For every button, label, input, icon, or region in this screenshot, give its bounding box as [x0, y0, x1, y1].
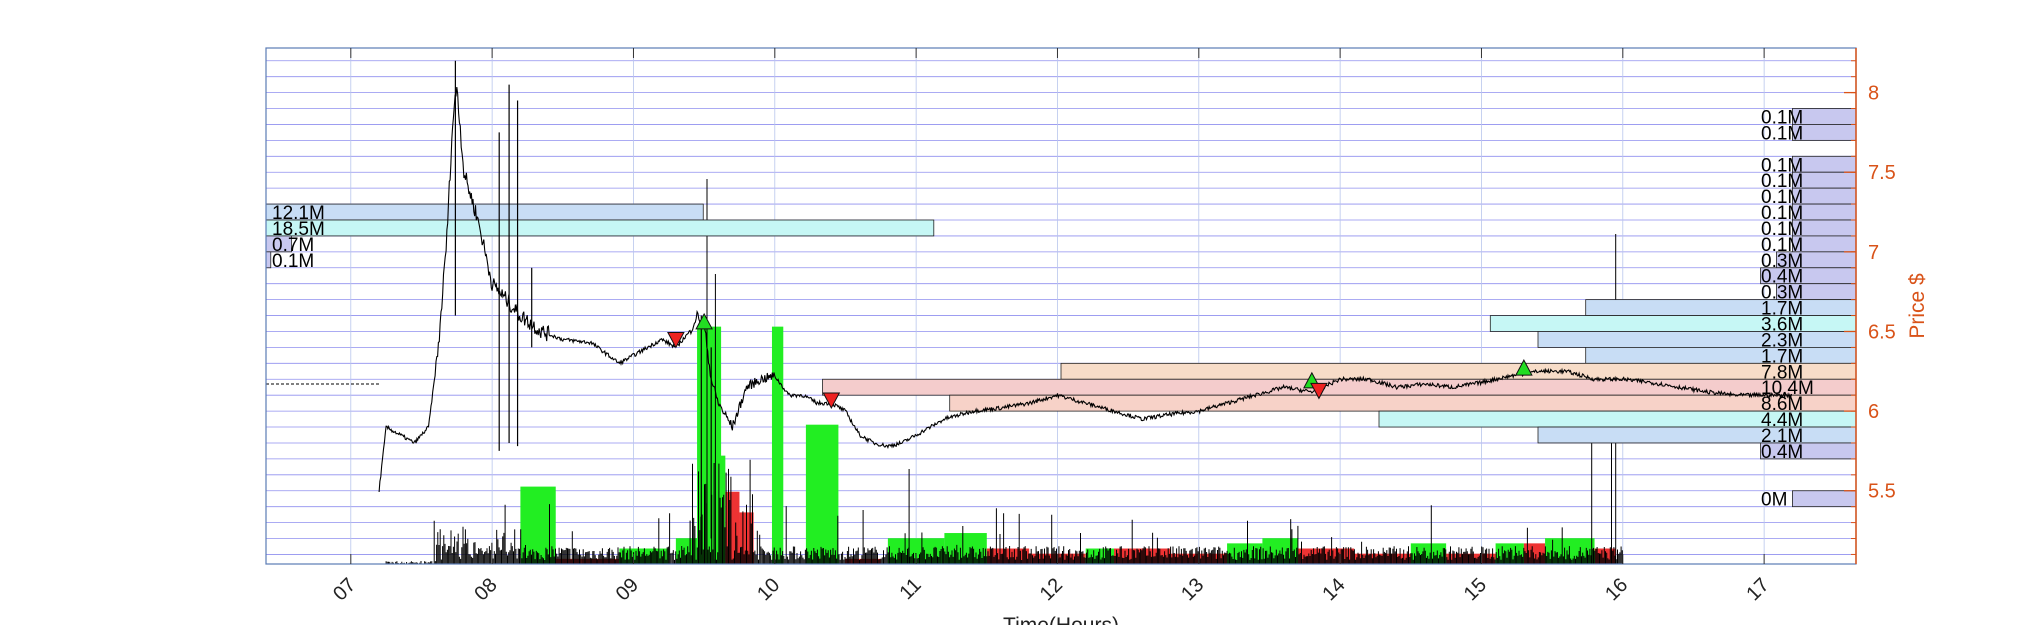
y-tick-label: 7	[1868, 242, 1879, 264]
x-tick-label: 08	[470, 574, 501, 605]
right-profile-label: 1.7M	[1761, 299, 1803, 320]
right-profile-label: 0.1M	[1761, 203, 1803, 224]
right-profile-bar	[1585, 347, 1857, 364]
volume-bar-green	[805, 424, 839, 564]
volume-bar-green	[771, 326, 784, 564]
buy-marker	[695, 312, 713, 330]
sell-marker	[1310, 382, 1328, 400]
right-profile-label: 2.3M	[1761, 330, 1803, 351]
left-profile-label: 18.5M	[272, 219, 325, 240]
sell-marker	[822, 392, 841, 410]
volume-spike-lines	[385, 179, 1623, 564]
x-tick-label: 16	[1601, 574, 1632, 605]
left-profile-bar	[265, 203, 704, 221]
right-profile-label: 0.1M	[1761, 155, 1803, 176]
y-axis-label: Price $	[1906, 273, 1929, 339]
right-profile-label: 0.1M	[1761, 123, 1803, 144]
x-tick-label: 17	[1742, 574, 1773, 605]
right-profile-label: 1.7M	[1761, 346, 1803, 367]
y-tick-label: 8	[1868, 83, 1879, 105]
volume-bar-green	[711, 455, 726, 564]
volume-bar-red	[1354, 553, 1411, 564]
volume-spikes	[385, 179, 1623, 564]
left-profile-label: 0.7M	[272, 235, 314, 256]
left-profile-bar	[265, 251, 272, 269]
right-profile-label: 4.4M	[1761, 410, 1803, 431]
right-profile-label: 10.4M	[1761, 378, 1814, 399]
left-profile-label: 12.1M	[272, 203, 325, 224]
right-volume-profile: 0.1M0.1M0.1M0.1M0.1M0.1M0.1M0.1M0.3M0.4M…	[822, 107, 1857, 511]
right-profile-label: 0.4M	[1761, 442, 1803, 463]
x-tick-label: 15	[1460, 574, 1491, 605]
right-profile-bar	[1060, 362, 1857, 380]
right-profile-label: 0.3M	[1761, 283, 1803, 304]
x-tick-label: 09	[612, 574, 643, 605]
right-profile-label: 0.1M	[1761, 219, 1803, 240]
right-profile-bar	[822, 378, 1857, 396]
right-profile-bar	[1537, 331, 1857, 348]
y-tick-label: 6	[1868, 401, 1879, 423]
y-tick-label: 5.5	[1868, 481, 1896, 503]
x-tick-label: 13	[1177, 574, 1208, 605]
y-axis-ticks: 5.5 6 6.5 7 7.5 8	[1844, 60, 1896, 555]
right-profile-label: 0.1M	[1761, 171, 1803, 192]
right-profile-bar	[1792, 490, 1857, 508]
right-profile-label: 0.1M	[1761, 187, 1803, 208]
left-profile-label: 0.1M	[272, 251, 314, 272]
x-tick-label: 11	[895, 574, 925, 604]
sell-marker	[667, 331, 685, 349]
right-profile-label: 8.6M	[1761, 394, 1803, 415]
right-profile-label: 2.1M	[1761, 426, 1803, 447]
left-profile-bar	[265, 219, 935, 237]
x-tick-label: 14	[1318, 574, 1349, 605]
x-tick-label: 10	[753, 574, 784, 605]
x-tick-label: 07	[329, 574, 360, 605]
x-axis-label: Time(Hours)	[1003, 614, 1119, 625]
right-profile-label: 0.4M	[1761, 267, 1803, 288]
buy-marker	[1515, 359, 1533, 376]
trade-markers	[667, 312, 1533, 410]
right-profile-label: 0.1M	[1761, 235, 1803, 256]
right-profile-label: 0M	[1761, 490, 1787, 511]
right-profile-label: 3.6M	[1761, 315, 1803, 336]
y-tick-label: 7.5	[1868, 162, 1896, 184]
price-series	[378, 60, 1793, 555]
y-tick-label: 6.5	[1868, 321, 1896, 343]
right-profile-label: 0.3M	[1761, 251, 1803, 272]
price-line	[378, 87, 1793, 493]
right-profile-label: 0.1M	[1761, 107, 1803, 128]
right-profile-label: 7.8M	[1761, 362, 1803, 383]
right-profile-bar	[1585, 299, 1857, 316]
right-profile-bar	[1537, 426, 1857, 444]
x-tick-label: 12	[1036, 574, 1067, 605]
